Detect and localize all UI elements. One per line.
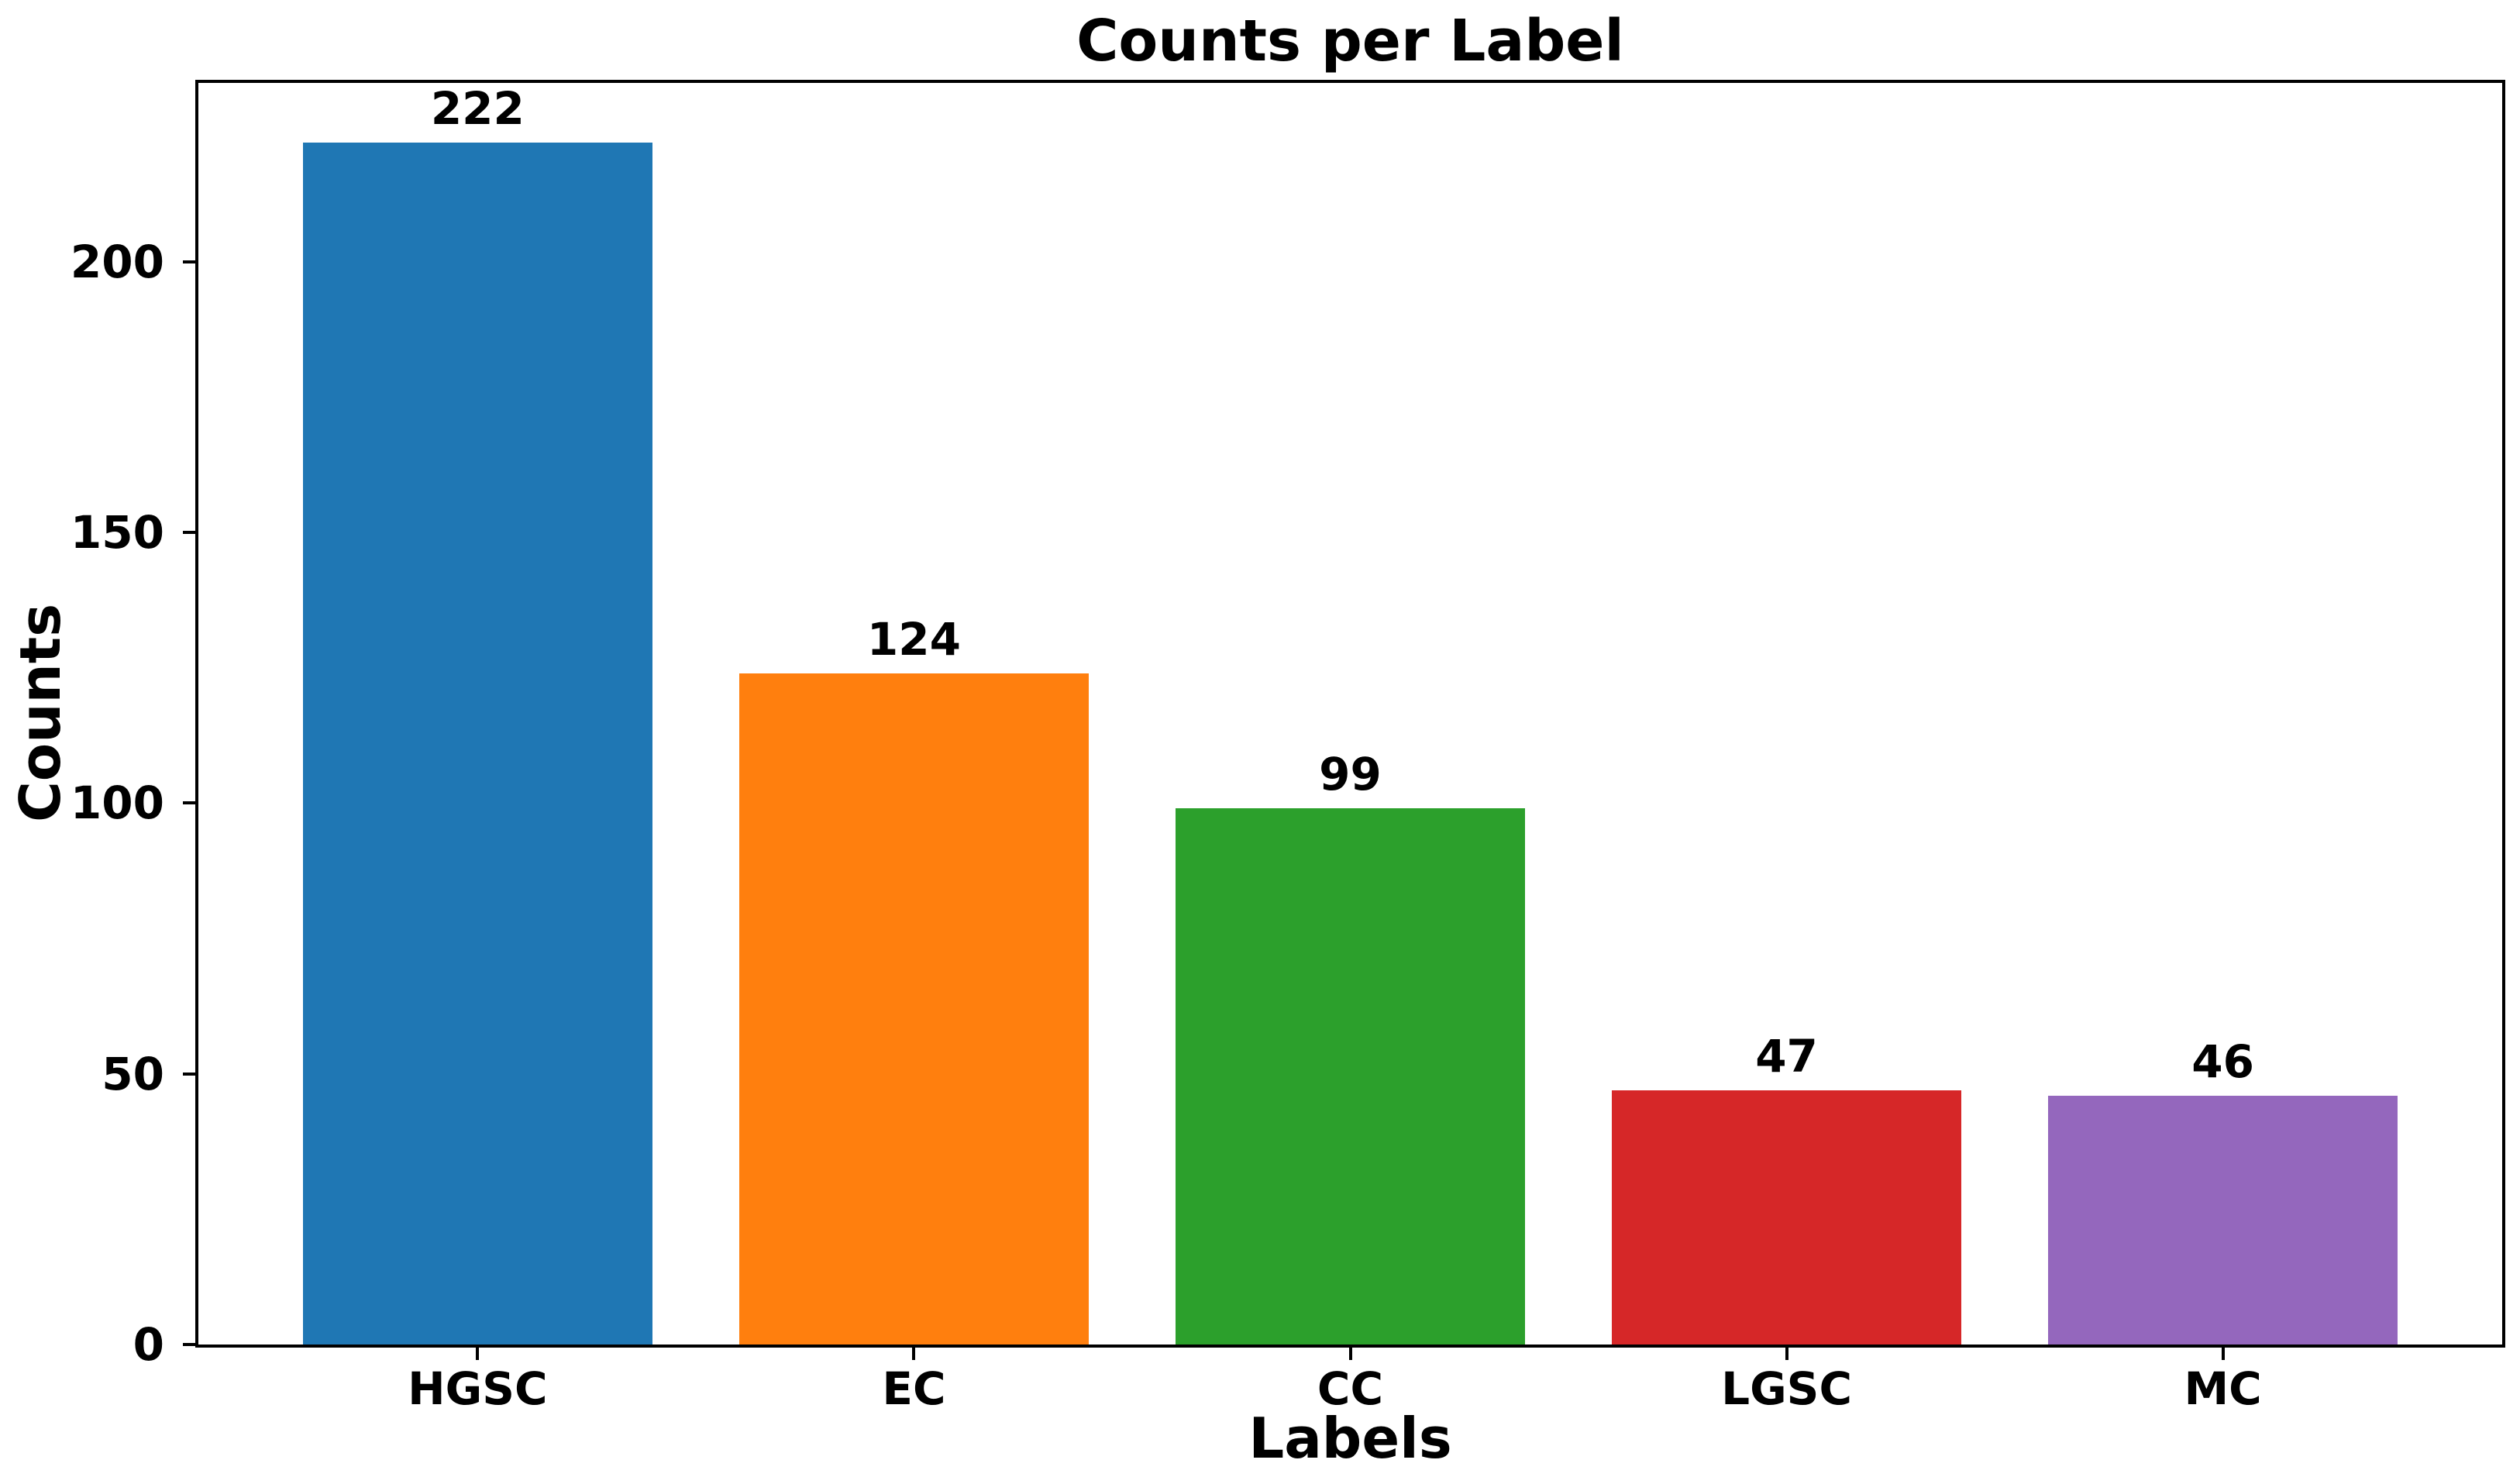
x-tick-label-lgsc: LGSC [1721,1362,1853,1415]
bar-value-label-lgsc: 47 [1755,1029,1818,1083]
chart-title: Counts per Label [1076,8,1624,74]
y-tick-mark [183,260,195,263]
bar-value-label-hgsc: 222 [430,81,525,135]
y-tick-mark [183,1072,195,1076]
bar-ec [739,673,1089,1345]
bar-lgsc [1612,1090,1961,1345]
plot-area: 0 50 100 150 200 222 124 99 47 46 HGSC EC CC LGSC MC [71,80,2505,1414]
bar-cc [1176,808,1525,1345]
x-tick-label-cc: CC [1317,1362,1384,1415]
bar-value-label-mc: 46 [2191,1035,2254,1088]
x-tick-mark [1348,1348,1352,1360]
bar-mc [2048,1095,2398,1345]
y-tick-mark [183,1343,195,1346]
x-tick-label-hgsc: HGSC [408,1362,548,1415]
x-tick-mark [2221,1348,2225,1360]
bar-hgsc [303,142,652,1345]
y-tick-label: 150 [70,505,164,559]
y-tick-label: 50 [102,1047,164,1100]
bar-value-label-ec: 124 [866,612,961,666]
x-tick-label-ec: EC [882,1362,946,1415]
x-tick-mark [912,1348,916,1360]
bar-value-label-cc: 99 [1319,748,1382,801]
y-tick-mark [183,530,195,534]
x-tick-mark [476,1348,480,1360]
x-tick-mark [1785,1348,1788,1360]
y-tick-label: 0 [133,1318,164,1371]
x-axis-label: Labels [1248,1406,1452,1471]
y-tick-label: 100 [70,776,164,830]
x-tick-label-mc: MC [2184,1362,2262,1415]
y-tick-label: 200 [70,235,164,288]
y-tick-mark [183,801,195,805]
